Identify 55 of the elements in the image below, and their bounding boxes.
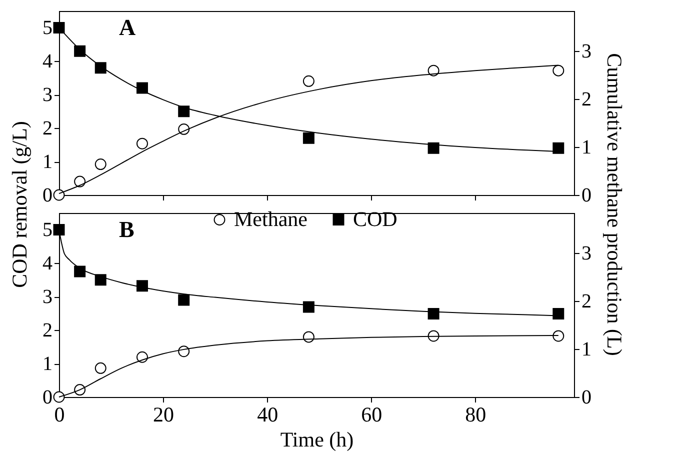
point <box>94 62 106 74</box>
point <box>428 64 440 76</box>
point <box>552 308 564 320</box>
y2-tick-label: 1 <box>582 136 592 158</box>
y2-tick-label: 0 <box>582 386 592 408</box>
y2-tick-label: 3 <box>582 242 592 264</box>
point <box>136 280 148 292</box>
y2-tick-label: 0 <box>582 184 592 206</box>
point <box>302 301 314 313</box>
point <box>94 158 106 170</box>
y-tick-label: 4 <box>42 252 52 275</box>
point <box>53 189 65 201</box>
y-tick-label: 3 <box>42 286 52 308</box>
point <box>136 82 148 94</box>
point <box>94 274 106 286</box>
point <box>136 138 148 150</box>
y-tick-label: 5 <box>42 17 52 40</box>
point <box>552 330 564 342</box>
annotation: B <box>119 217 134 242</box>
x-tick-label: 20 <box>153 402 174 426</box>
y-tick-label: 2 <box>42 118 52 140</box>
point <box>74 45 86 57</box>
x-tick-label: 80 <box>465 402 486 426</box>
annotation: A <box>119 15 136 40</box>
x-tick-label: 60 <box>361 402 382 426</box>
x-tick-label: 40 <box>257 402 278 426</box>
y-tick-label: 4 <box>42 50 52 73</box>
y-tick-label: 0 <box>42 386 52 408</box>
y-tick-label: 3 <box>42 84 52 106</box>
point <box>428 142 440 154</box>
point <box>428 308 440 320</box>
y2-axis-title: Cumulative methane production (L) <box>602 53 626 356</box>
point <box>74 266 86 278</box>
y2-tick-label: 1 <box>582 338 592 360</box>
y-tick-label: 0 <box>42 184 52 206</box>
y-axis-title: COD removal (g/L) <box>8 121 32 288</box>
y2-tick-label: 2 <box>582 290 592 312</box>
point <box>178 106 190 118</box>
y-tick-label: 1 <box>42 353 52 376</box>
point <box>94 362 106 374</box>
legend-label: Methane <box>234 206 308 231</box>
y2-tick-label: 2 <box>582 88 592 110</box>
point <box>53 22 65 34</box>
x-axis-title: Time (h) <box>280 428 354 452</box>
point <box>302 132 314 144</box>
y-tick-label: 1 <box>42 151 52 174</box>
y-tick-label: 2 <box>42 320 52 342</box>
point <box>552 142 564 154</box>
point <box>178 294 190 306</box>
point <box>53 391 65 403</box>
y2-tick-label: 3 <box>582 40 592 62</box>
point <box>53 224 65 236</box>
point <box>552 64 564 76</box>
y-tick-label: 5 <box>42 219 52 242</box>
point <box>302 75 314 87</box>
